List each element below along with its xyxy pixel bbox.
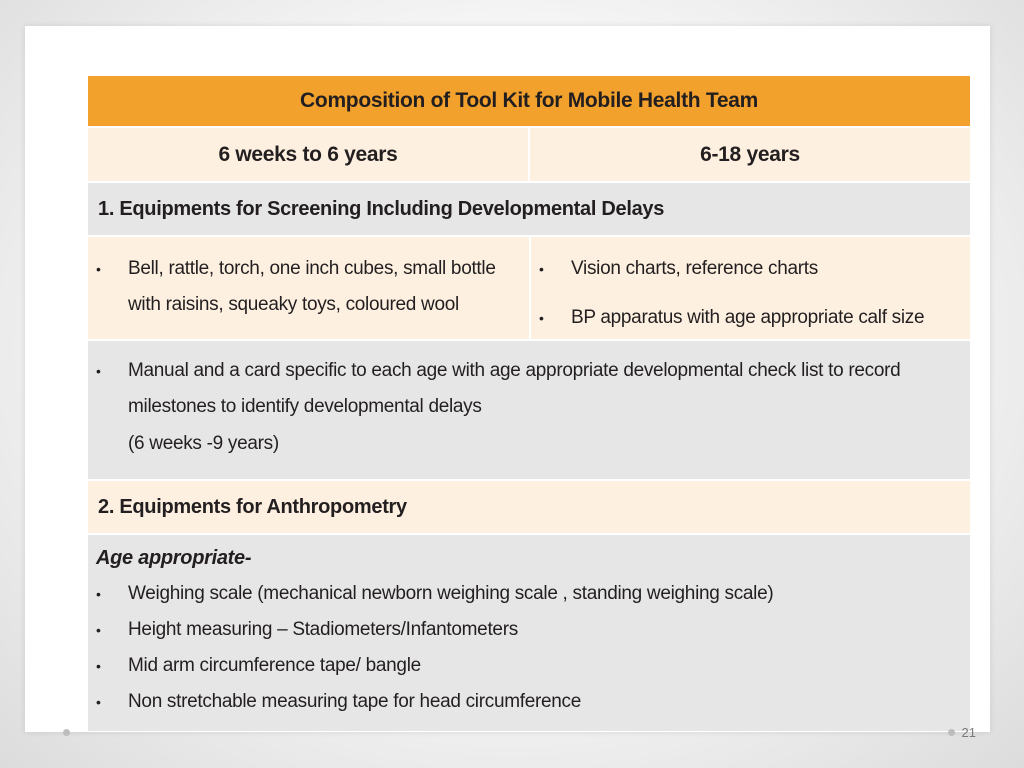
anthropometry-row: Age appropriate- • Weighing scale (mecha… bbox=[88, 535, 970, 731]
slide: Composition of Tool Kit for Mobile Healt… bbox=[25, 26, 990, 732]
bullet-icon: • bbox=[539, 310, 544, 326]
manual-card-row: • Manual and a card specific to each age… bbox=[88, 341, 970, 481]
bullet-icon: • bbox=[96, 694, 101, 710]
column-header-6-weeks-to-6-years: 6 weeks to 6 years bbox=[88, 128, 528, 181]
decorative-dot-left bbox=[63, 729, 70, 736]
list-item: • Weighing scale (mechanical newborn wei… bbox=[96, 576, 960, 612]
bullet-icon: • bbox=[539, 261, 544, 277]
section-1-title: 1. Equipments for Screening Including De… bbox=[88, 183, 970, 237]
list-item: • Vision charts, reference charts bbox=[539, 251, 960, 287]
decorative-dot-right bbox=[948, 729, 955, 736]
list-item-text: Non stretchable measuring tape for head … bbox=[128, 691, 582, 712]
screening-left-cell: • Bell, rattle, torch, one inch cubes, s… bbox=[88, 237, 529, 339]
list-item-text: Mid arm circumference tape/ bangle bbox=[128, 655, 421, 676]
page-number: 21 bbox=[961, 725, 976, 740]
bullet-icon: • bbox=[96, 622, 101, 638]
column-header-6-18-years: 6-18 years bbox=[528, 128, 970, 181]
bullet-icon: • bbox=[96, 658, 101, 674]
bullet-icon: • bbox=[96, 261, 101, 277]
list-item: • Manual and a card specific to each age… bbox=[96, 353, 960, 425]
screening-right-cell: • Vision charts, reference charts • BP a… bbox=[529, 237, 970, 339]
anthropometry-heading: Age appropriate- bbox=[96, 547, 252, 569]
screening-equipment-row: • Bell, rattle, torch, one inch cubes, s… bbox=[88, 237, 970, 341]
list-item: • BP apparatus with age appropriate calf… bbox=[539, 300, 960, 336]
list-item-text: Bell, rattle, torch, one inch cubes, sma… bbox=[128, 258, 496, 315]
table-title: Composition of Tool Kit for Mobile Healt… bbox=[88, 76, 970, 128]
list-item-text: Vision charts, reference charts bbox=[571, 258, 818, 279]
age-range-note: (6 weeks -9 years) bbox=[128, 433, 279, 454]
column-header-row: 6 weeks to 6 years 6-18 years bbox=[88, 128, 970, 183]
list-item: • Non stretchable measuring tape for hea… bbox=[96, 684, 960, 720]
list-item-text: Height measuring – Stadiometers/Infantom… bbox=[128, 619, 518, 640]
list-item: • Height measuring – Stadiometers/Infant… bbox=[96, 612, 960, 648]
tool-kit-table: Composition of Tool Kit for Mobile Healt… bbox=[88, 76, 970, 731]
list-item-text: BP apparatus with age appropriate calf s… bbox=[571, 307, 925, 328]
section-2-title: 2. Equipments for Anthropometry bbox=[88, 481, 970, 535]
list-item: • Mid arm circumference tape/ bangle bbox=[96, 648, 960, 684]
list-item: • Bell, rattle, torch, one inch cubes, s… bbox=[96, 251, 519, 323]
list-item-text: Weighing scale (mechanical newborn weigh… bbox=[128, 583, 774, 604]
bullet-icon: • bbox=[96, 586, 101, 602]
list-item-text: Manual and a card specific to each age w… bbox=[128, 360, 901, 417]
bullet-icon: • bbox=[96, 363, 101, 379]
